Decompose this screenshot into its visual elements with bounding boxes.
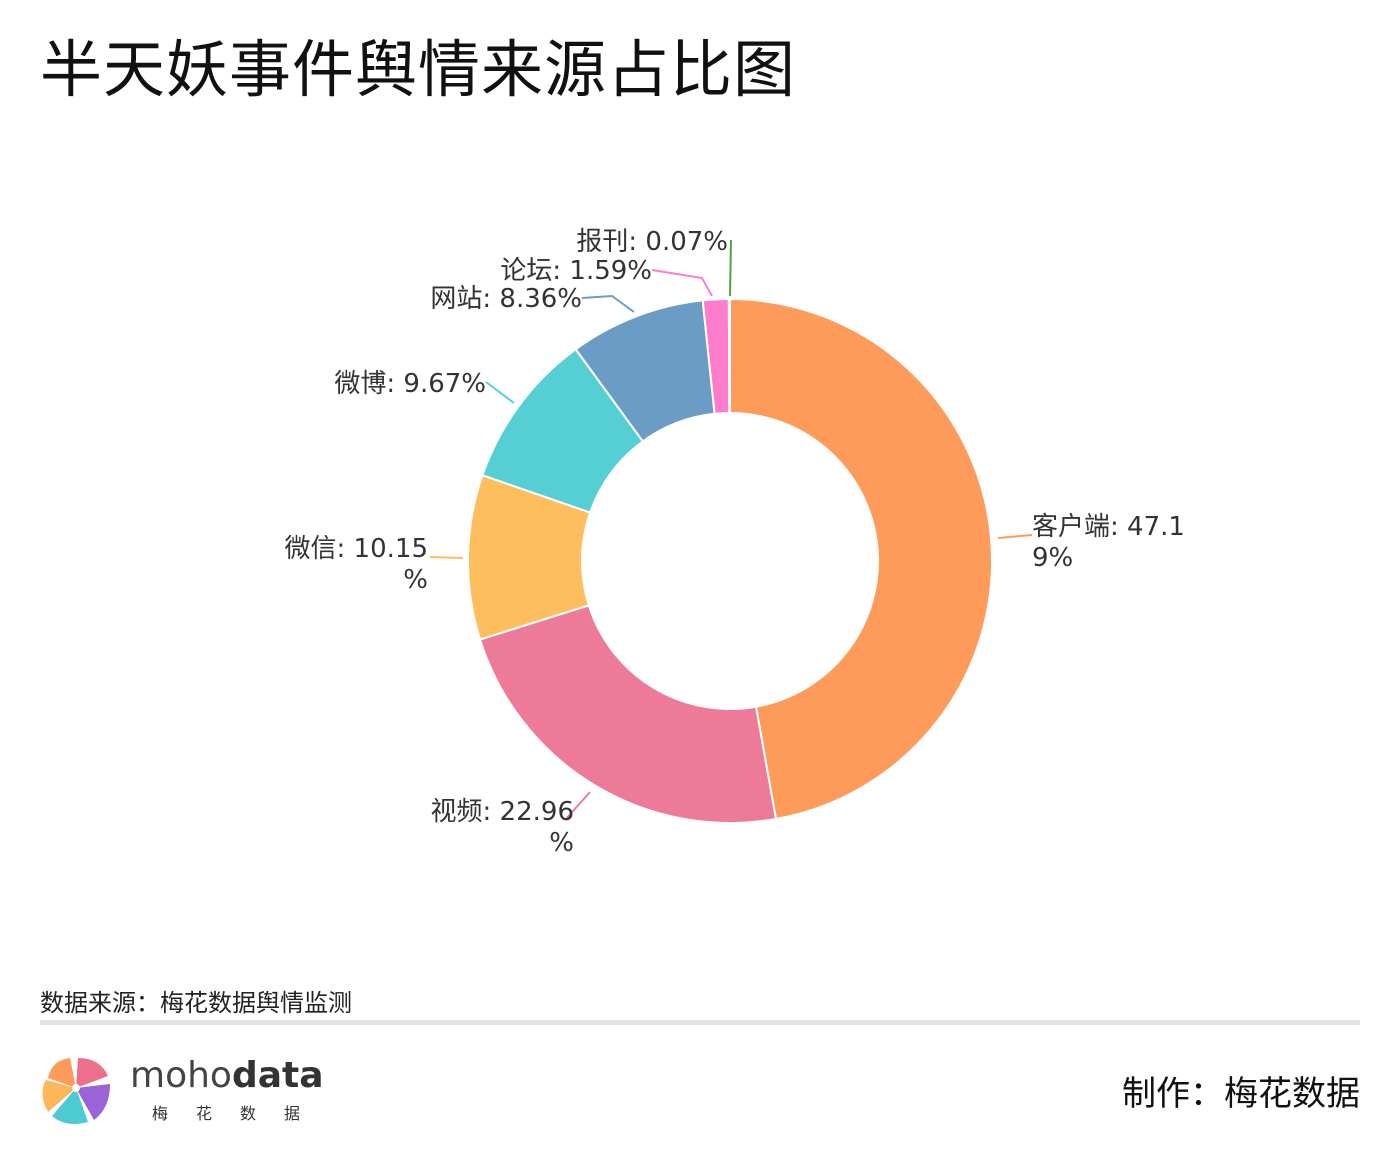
slice-label-2: 微信: 10.15% (285, 534, 428, 595)
chart-title: 半天妖事件舆情来源占比图 (40, 33, 797, 106)
slice-label-3: 微博: 9.67% (334, 369, 486, 399)
brand-chinese-name: 梅花数据 (152, 1104, 329, 1123)
slice-label-4: 网站: 8.36% (430, 284, 582, 314)
pinwheel-logo-icon (42, 1058, 110, 1124)
slice-label-line: 报刊: 0.07% (576, 227, 728, 257)
slice-label-leader-2 (429, 556, 464, 559)
slice-label-line: 视频: 22.96 (431, 797, 574, 827)
donut-chart: 客户端: 47.1 9%视频: 22.96 %微信: 10.15 %微博: 9.67%… (285, 227, 1185, 858)
slice-label-line: % (549, 828, 574, 858)
slice-label-0: 客户端: 47.1 9% (1032, 512, 1185, 573)
slice-label-leader-5 (651, 269, 713, 297)
brand-wordmark-light: moho (130, 1055, 232, 1096)
slice-label-line: 微信: 10.15 (285, 534, 428, 564)
slice-label-5: 论坛: 1.59% (500, 256, 652, 286)
slice-label-line: 客户端: 47.1 (1032, 512, 1185, 542)
footer-divider (40, 1020, 1360, 1025)
slice-label-leader-0 (997, 534, 1033, 539)
slice-label-line: % (403, 565, 428, 595)
donut-slice-1 (478, 604, 778, 824)
slice-label-1: 视频: 22.96% (431, 797, 574, 858)
donut-slice-0 (729, 297, 993, 821)
brand-wordmark: mohodata (130, 1056, 324, 1096)
slice-label-leader-6 (729, 239, 732, 297)
slice-label-6: 报刊: 0.07% (576, 227, 728, 257)
donut-slice-6 (727, 297, 731, 415)
slice-label-line: 9% (1032, 543, 1073, 573)
slice-label-line: 网站: 8.36% (430, 284, 582, 314)
slice-label-leader-3 (485, 381, 515, 404)
credit-note: 制作：梅花数据 (1122, 1074, 1360, 1114)
slice-label-leader-4 (581, 294, 635, 313)
brand-wordmark-bold: data (231, 1055, 324, 1096)
slice-label-leader-1 (564, 791, 591, 821)
data-source-note: 数据来源：梅花数据舆情监测 (40, 989, 352, 1017)
slice-label-line: 微博: 9.67% (334, 369, 486, 399)
slice-label-line: 论坛: 1.59% (500, 256, 652, 286)
